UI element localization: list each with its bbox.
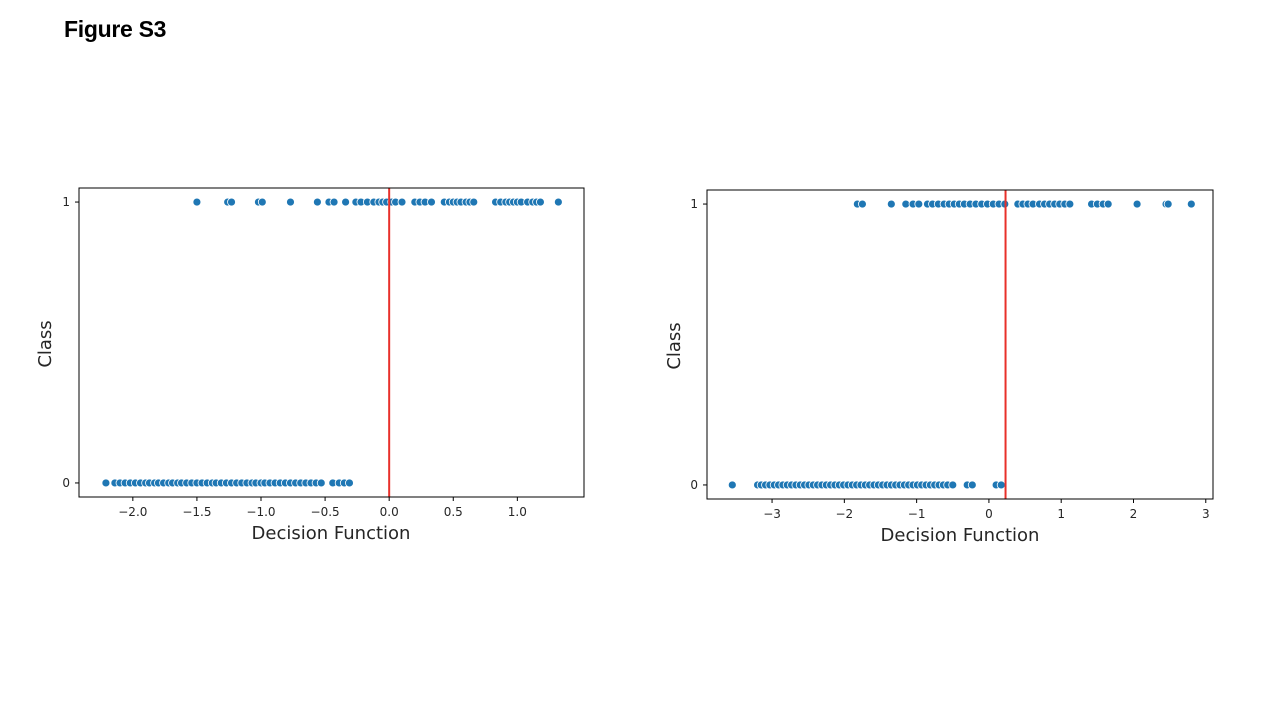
data-point-class-1 [329, 197, 339, 207]
data-point-class-1 [858, 199, 867, 209]
data-point-class-1 [313, 197, 322, 207]
x-axis-label-right: Decision Function [881, 525, 1040, 546]
data-point-class-1 [886, 199, 896, 209]
data-point-class-1 [227, 197, 236, 207]
data-point-class-1 [1065, 199, 1075, 209]
x-tick-label: 2 [1130, 507, 1138, 521]
x-tick-label: 0 [985, 507, 993, 521]
x-tick-label: −3 [763, 507, 781, 521]
x-tick-label: −1.5 [182, 505, 211, 519]
data-point-class-0 [967, 480, 977, 490]
data-point-class-1 [192, 197, 202, 207]
figure-title: Figure S3 [64, 16, 167, 42]
data-point-class-1 [257, 197, 267, 207]
data-point-class-1 [553, 197, 563, 207]
data-point-class-1 [1186, 199, 1196, 209]
x-tick-label: −0.5 [311, 505, 340, 519]
x-tick-label: −1 [908, 507, 926, 521]
y-ticks-right: 01 [690, 197, 707, 492]
data-point-class-0 [345, 478, 354, 488]
data-point-class-1 [914, 199, 924, 209]
y-axis-label-left: Class [35, 320, 56, 367]
x-axis-label-left: Decision Function [252, 523, 411, 544]
x-tick-label: 3 [1202, 507, 1210, 521]
data-point-class-1 [1163, 199, 1173, 209]
data-point-class-1 [1132, 199, 1142, 209]
x-tick-label: −2.0 [118, 505, 147, 519]
plot-frame-left [78, 187, 585, 498]
data-point-class-1 [536, 197, 545, 207]
x-tick-label: −1.0 [246, 505, 275, 519]
data-point-class-1 [1103, 199, 1113, 209]
data-point-class-0 [948, 480, 958, 490]
points-group-left [101, 197, 563, 488]
y-axis-label-right: Class [664, 322, 685, 369]
data-point-class-1 [341, 197, 350, 207]
y-tick-label: 0 [690, 478, 698, 492]
points-group-right [727, 199, 1196, 490]
plot-frame-right [706, 189, 1214, 500]
y-ticks-left: 01 [62, 195, 79, 490]
data-point-class-0 [996, 480, 1006, 490]
y-tick-label: 1 [62, 195, 70, 209]
x-tick-label: 1 [1057, 507, 1065, 521]
data-point-class-1 [286, 197, 295, 207]
y-tick-label: 1 [690, 197, 698, 211]
x-tick-label: −2 [835, 507, 853, 521]
data-point-class-0 [101, 478, 111, 488]
x-ticks-right: −3 −2 −1 0 1 2 3 [763, 499, 1210, 521]
data-point-class-0 [727, 480, 737, 490]
x-tick-label: 0.0 [380, 505, 399, 519]
x-ticks-left: −2.0 −1.5 −1.0 −0.5 0.0 0.5 1.0 [118, 497, 527, 519]
data-point-class-0 [316, 478, 326, 488]
data-point-class-1 [901, 199, 911, 209]
data-point-class-1 [469, 197, 479, 207]
x-tick-label: 1.0 [508, 505, 527, 519]
x-tick-label: 0.5 [444, 505, 463, 519]
data-point-class-1 [427, 197, 436, 207]
y-tick-label: 0 [62, 476, 70, 490]
data-point-class-1 [397, 197, 407, 207]
